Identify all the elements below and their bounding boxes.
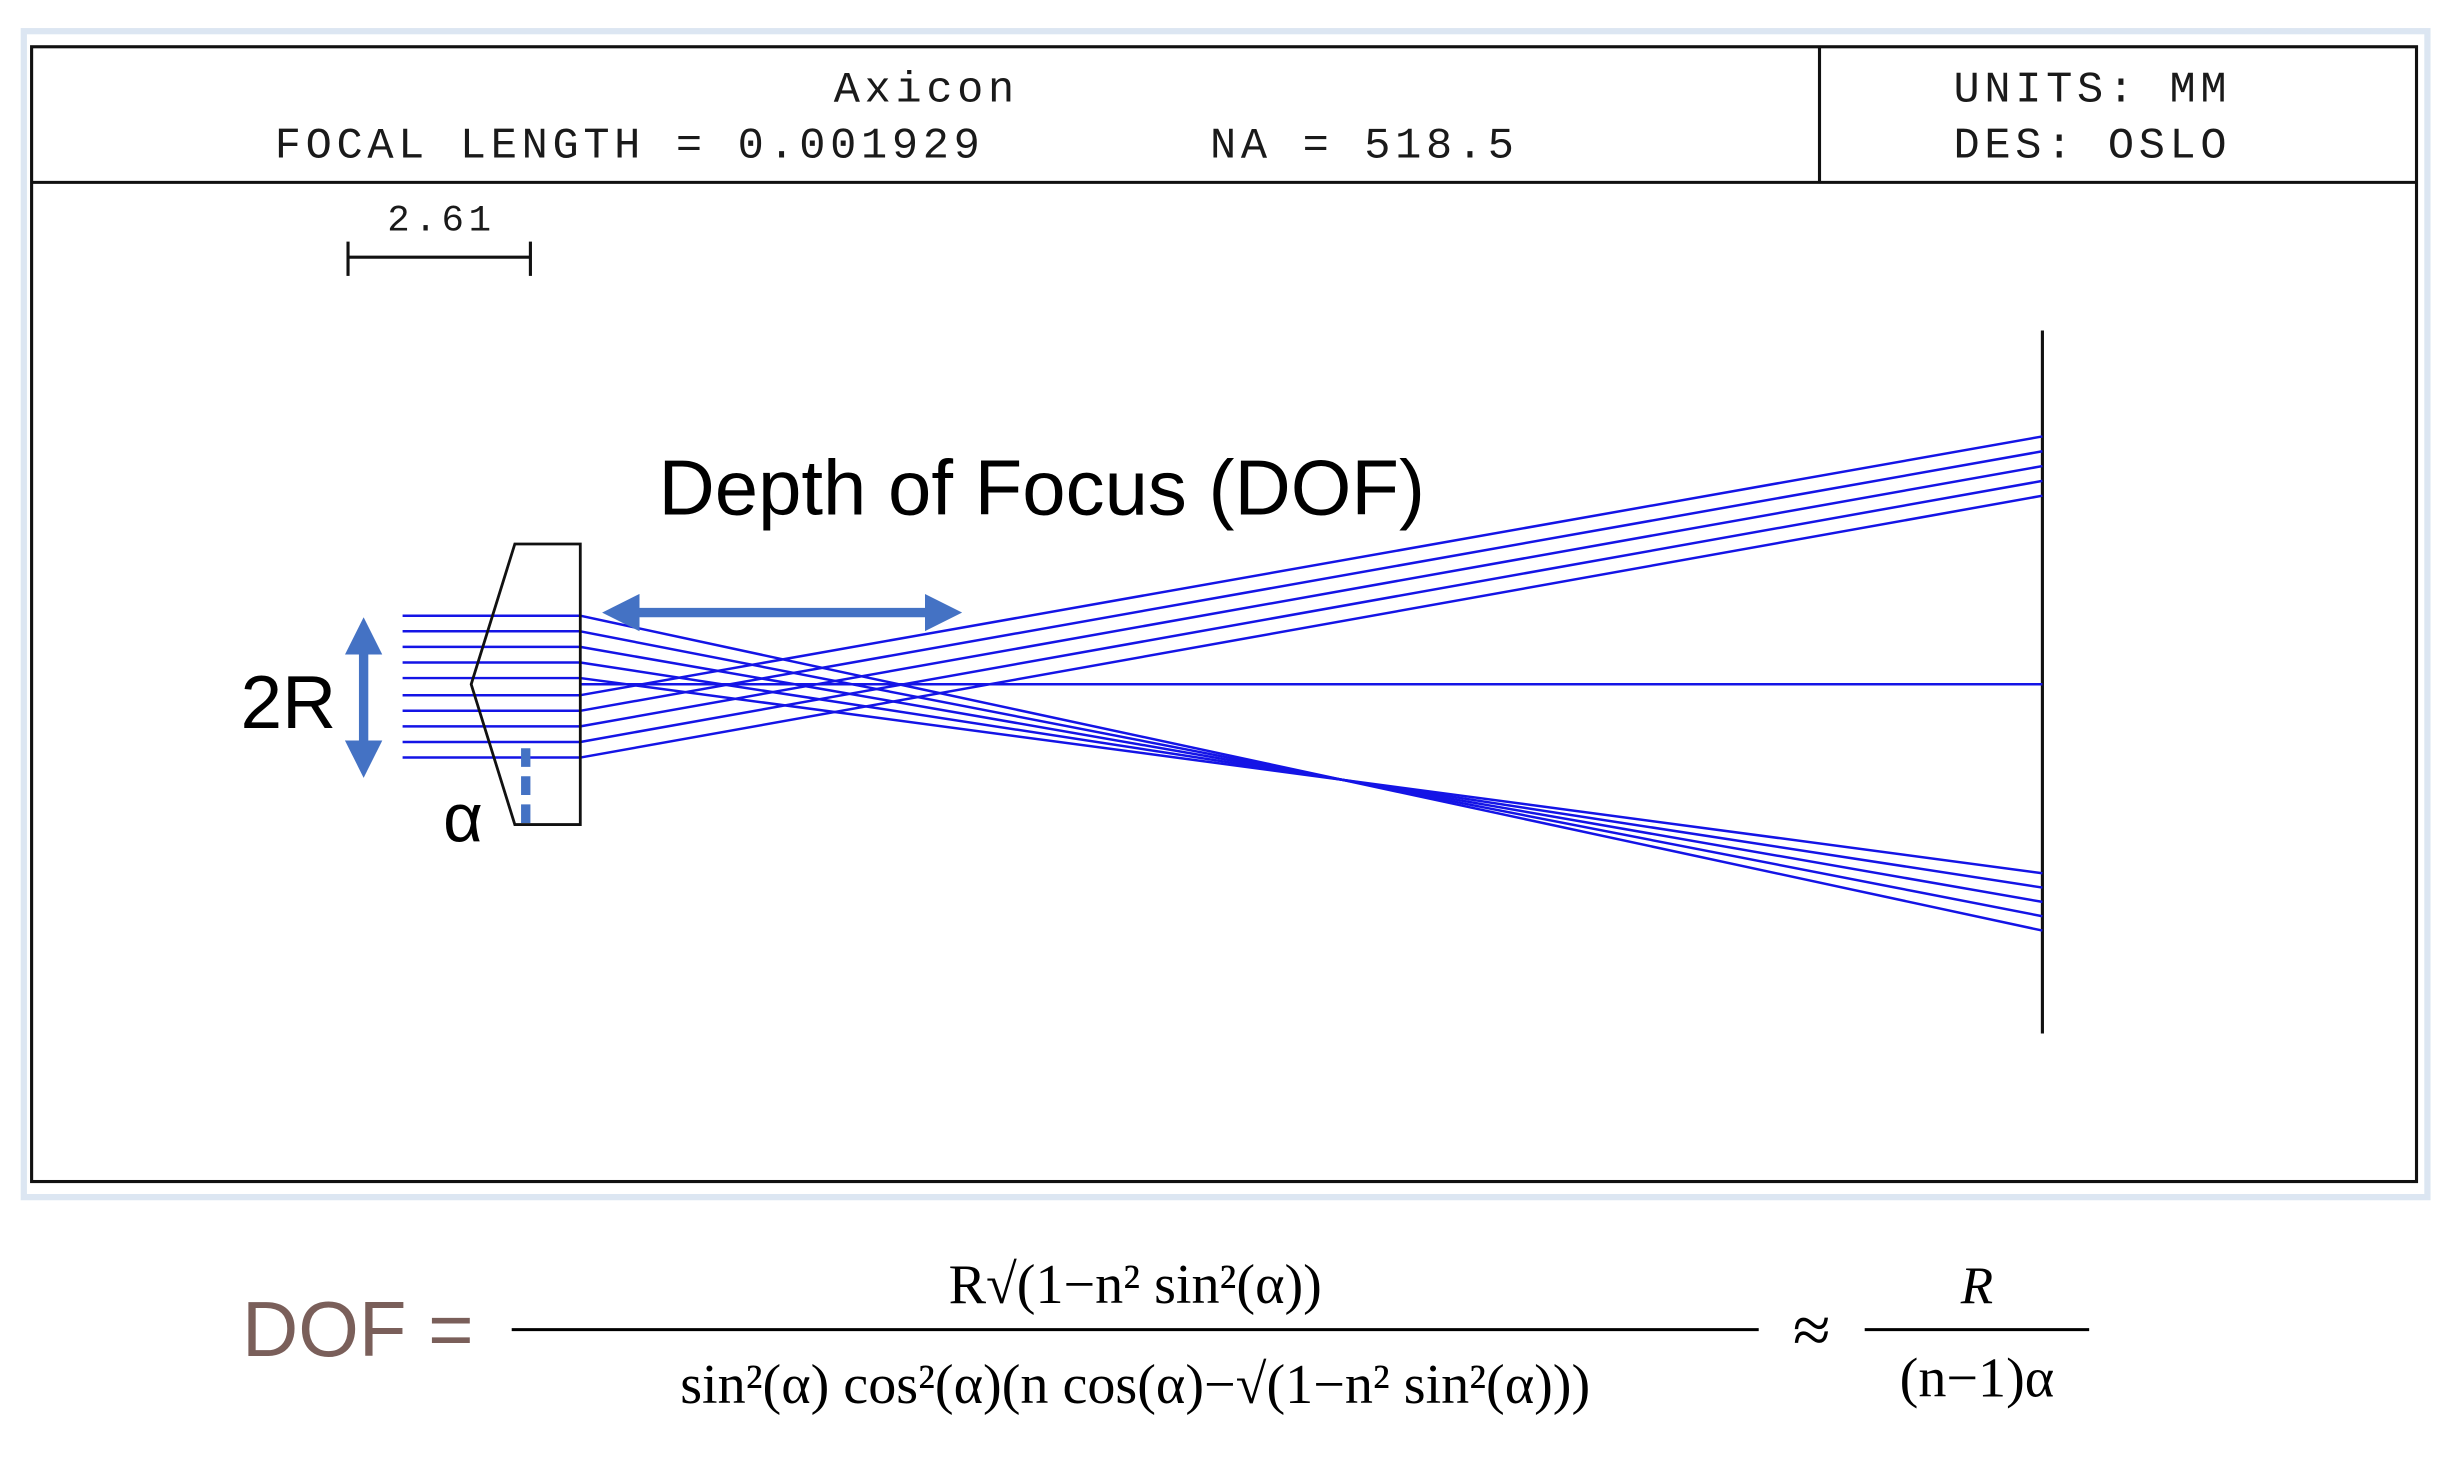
- formula-numerator: R√(1−n² sin²(α)): [949, 1254, 1322, 1316]
- ray: [580, 450, 2043, 713]
- aperture-label: 2R: [240, 660, 336, 744]
- axicon-lens: [469, 542, 582, 826]
- formula-lhs: DOF =: [242, 1285, 474, 1373]
- header-title: Axicon: [834, 66, 1019, 115]
- ray: [580, 435, 2043, 697]
- header-units: UNITS: MM: [1954, 66, 2232, 115]
- plot-frame: [30, 45, 2419, 1184]
- header-designer: DES: OSLO: [1954, 122, 2232, 171]
- approx-numerator: R: [1960, 1257, 1993, 1315]
- dof-label: Depth of Focus (DOF): [658, 443, 1424, 531]
- approx-denominator: (n−1)α: [1900, 1348, 2055, 1410]
- header-focal-length: FOCAL LENGTH = 0.001929: [275, 122, 985, 171]
- formula-denominator: sin²(α) cos²(α)(n cos(α)−√(1−n² sin²(α))…: [680, 1354, 1590, 1416]
- frame-outline: [20, 28, 2431, 1201]
- ray: [580, 676, 2043, 875]
- formula-approx: ≈: [1793, 1292, 1831, 1368]
- ray: [580, 464, 2043, 728]
- ray: [580, 479, 2043, 744]
- header-na: NA = 518.5: [1210, 122, 1519, 171]
- scale-bar-label: 2.61: [387, 201, 496, 243]
- ray: [580, 494, 2043, 759]
- rays: [402, 435, 2043, 932]
- angle-label: α: [443, 780, 483, 857]
